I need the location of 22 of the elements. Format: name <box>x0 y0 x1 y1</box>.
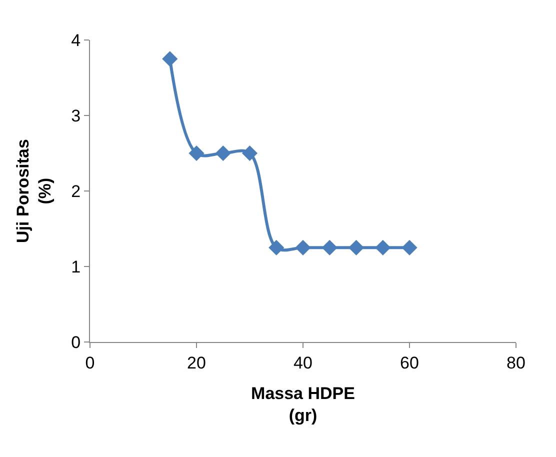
point <box>375 240 391 256</box>
point <box>188 145 204 162</box>
point <box>242 145 258 162</box>
point <box>215 145 231 162</box>
point <box>295 240 311 256</box>
x-tick-label: 40 <box>294 353 312 372</box>
y-axis-title: Uji Porositas (%) <box>14 139 55 243</box>
x-tick-label: 60 <box>400 353 419 372</box>
point <box>402 240 418 256</box>
y-tick-label: 4 <box>71 30 81 50</box>
x-axis-title: Massa HDPE (gr) <box>251 384 355 425</box>
x-tick-label: 0 <box>85 353 95 372</box>
x-tick-label: 80 <box>506 353 526 372</box>
point <box>322 240 338 256</box>
point <box>348 240 364 256</box>
point <box>162 51 178 67</box>
y-tick-label: 1 <box>71 257 81 276</box>
y-tick-label: 3 <box>71 106 81 126</box>
y-tick-label: 2 <box>71 182 81 201</box>
point <box>268 240 284 256</box>
y-tick-label: 0 <box>71 332 81 352</box>
x-tick-label: 20 <box>187 353 206 372</box>
